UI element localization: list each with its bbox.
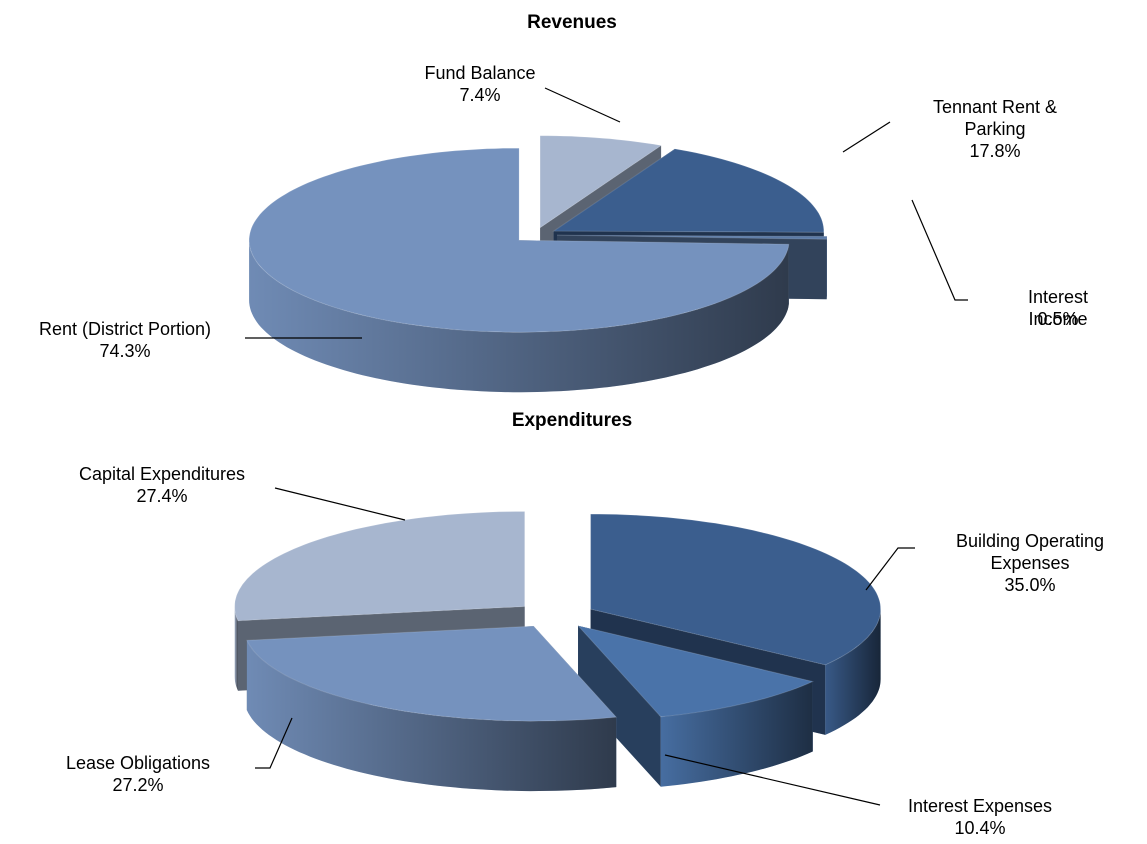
leader-line [274,487,406,521]
slice [576,624,815,718]
slice-label: Fund Balance [424,63,536,83]
slice-side-shade [249,240,789,393]
slice-value-label: 74.3% [99,341,151,361]
slice-side-shade [660,681,813,787]
slice-value-label: 17.8% [969,141,1021,161]
slice-label: Rent (District Portion) [38,319,212,339]
slice-label: Capital Expenditures [78,464,246,484]
slice-side-shade [246,640,617,792]
leader-line [544,87,621,123]
slice-label: Interest Expenses [907,796,1053,816]
slice [556,234,828,240]
slice-value-label: 7.4% [459,85,501,105]
slice-value-label: 35.0% [1004,575,1056,595]
chart-title: Expenditures [511,410,633,431]
leader-line [255,717,293,769]
slice [234,511,526,622]
slice [539,135,663,229]
slice-label: Interest Income [1027,287,1089,329]
slice [248,147,790,333]
slice-side-shade [234,606,238,691]
slice-value-label: 27.2% [112,775,164,795]
slice-wall [578,625,661,787]
leader-line [664,754,881,806]
chart-title: Revenues [527,12,617,33]
slice-label: Lease Obligations [65,753,211,773]
slice [246,625,618,722]
slice-value-label: 0.5% [1037,309,1079,329]
slice-label: Tennant Rent & Parking [932,97,1058,139]
leader-line [842,121,891,153]
slice-wall-shade [578,625,661,787]
slice-value-label: 27.4% [136,486,188,506]
slice-side-shade [825,609,881,735]
slice [552,148,825,233]
leader-line [865,547,915,591]
slice-label: Building Operating Expenses [955,531,1105,573]
slice [590,513,882,666]
slice-value-label: 10.4% [954,818,1006,838]
leader-line [911,199,968,301]
